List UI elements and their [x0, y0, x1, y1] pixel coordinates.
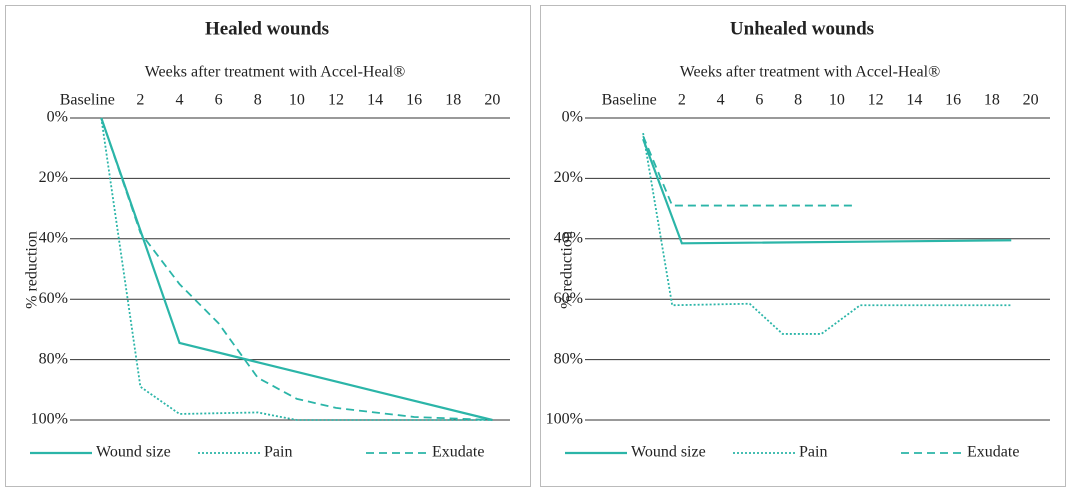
legend-label: Exudate: [967, 444, 1019, 461]
series-line: [100, 117, 493, 422]
y-tick-label: 40%: [39, 229, 68, 246]
series-line: [642, 135, 857, 207]
x-tick-label: 14: [367, 92, 383, 109]
x-tick-label: 18: [445, 92, 461, 109]
x-tick-label: 12: [868, 92, 884, 109]
x-tick-label: 20: [484, 92, 500, 109]
legend-label: Wound size: [631, 444, 706, 461]
y-tick-label: 80%: [39, 350, 68, 367]
legend-label: Pain: [264, 444, 292, 461]
chart-title: Healed wounds: [205, 18, 329, 39]
x-tick-label: 4: [176, 92, 184, 109]
x-tick-label: 4: [717, 92, 725, 109]
x-tick-label: 16: [945, 92, 961, 109]
panel: [5, 5, 531, 487]
x-tick-label: Baseline: [60, 92, 115, 109]
series-line: [100, 117, 493, 421]
x-tick-label: 8: [794, 92, 802, 109]
series-line: [642, 132, 1012, 335]
x-tick-label: 14: [906, 92, 922, 109]
x-tick-label: 16: [406, 92, 422, 109]
x-tick-label: Baseline: [602, 92, 657, 109]
y-tick-label: 20%: [554, 169, 583, 186]
x-tick-label: 6: [215, 92, 223, 109]
y-tick-label: 60%: [39, 290, 68, 307]
y-axis-label: % reduction: [559, 231, 576, 309]
y-tick-label: 100%: [31, 411, 68, 428]
y-tick-label: 0%: [47, 109, 68, 126]
x-tick-label: 2: [136, 92, 144, 109]
legend-label: Wound size: [96, 444, 171, 461]
x-tick-label: 10: [829, 92, 845, 109]
x-tick-label: 2: [678, 92, 686, 109]
chart-title: Unhealed wounds: [730, 18, 874, 39]
x-tick-label: 8: [254, 92, 262, 109]
y-tick-label: 20%: [39, 169, 68, 186]
chart-subtitle: Weeks after treatment with Accel-Heal®: [145, 64, 406, 81]
panel: [540, 5, 1066, 487]
x-tick-label: 12: [328, 92, 344, 109]
x-tick-label: 10: [289, 92, 305, 109]
x-tick-label: 6: [755, 92, 763, 109]
series-line: [100, 117, 493, 421]
y-axis-label: % reduction: [24, 231, 41, 309]
x-tick-label: 20: [1023, 92, 1039, 109]
chart-subtitle: Weeks after treatment with Accel-Heal®: [680, 64, 941, 81]
legend-label: Pain: [799, 444, 827, 461]
y-tick-label: 40%: [554, 229, 583, 246]
series-line: [642, 138, 1012, 245]
y-tick-label: 80%: [554, 350, 583, 367]
y-tick-label: 0%: [562, 109, 583, 126]
x-tick-label: 18: [984, 92, 1000, 109]
y-tick-label: 60%: [554, 290, 583, 307]
y-tick-label: 100%: [546, 411, 583, 428]
legend-label: Exudate: [432, 444, 484, 461]
